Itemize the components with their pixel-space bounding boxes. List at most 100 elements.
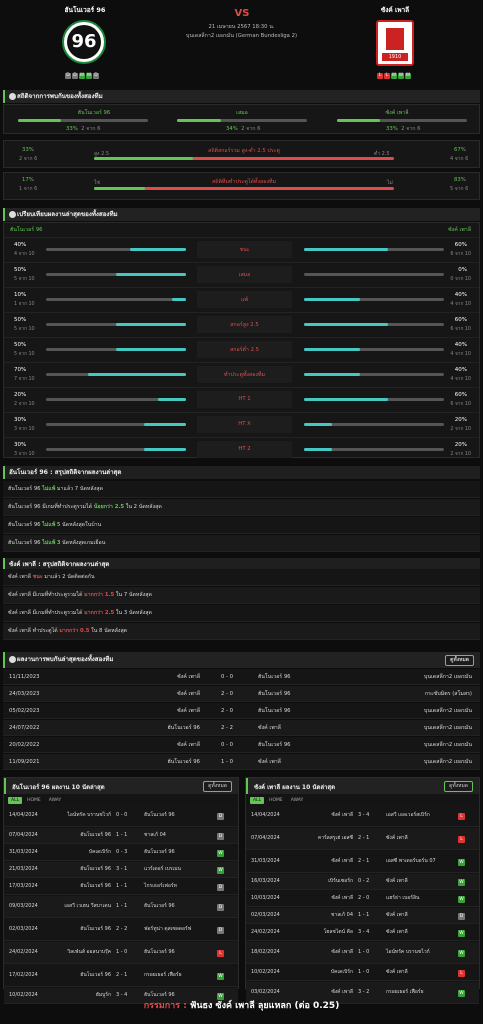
right-bar [304,398,444,401]
h2h-match-row[interactable]: 11/11/2023 ซังค์ เพาลี 0 - 0 ฮันโนเวอร์ 96 บ… [3,669,480,685]
football-icon [9,93,16,100]
left-fill [116,273,186,276]
match-datetime: 21 เมษายน 2567 18:30 น. [150,23,333,31]
match-date: 17/03/2024 [9,883,38,889]
last10-row[interactable]: 18/02/2024 ซังค์ เพาลี 1 - 0 ไอน์ทรัค บรานช… [246,942,479,964]
last10-row[interactable]: 21/03/2024 ฮันโนเวอร์ 96 3 - 1 แวร์เดอร์ เบ… [4,862,238,878]
match-date: 24/02/2024 [251,929,280,935]
last10-row[interactable]: 17/02/2024 ฮันโนเวอร์ 96 2 - 1 กรอยเธอร์ เฟ… [4,965,238,987]
left-count: 3 จาก 10 [14,425,35,433]
match-score: 0 - 0 [221,737,233,753]
match-date: 03/02/2024 [251,989,280,995]
match-score: 1 - 0 [358,969,369,975]
match-date: 24/07/2022 [9,720,40,736]
summary-text: ใน 3 นัดหลังสุด [116,610,152,616]
last10-row[interactable]: 02/03/2024 ฮันโนเวอร์ 96 2 - 2 ฟอร์ทูน่า ดุ… [4,919,238,941]
tab-away[interactable]: AWAY [46,797,65,804]
left-pct: 50% [14,342,26,348]
compare-label-box: เสมอ [197,266,292,283]
tab-away[interactable]: AWAY [288,797,307,804]
match-league[interactable]: บุนเดสลีกา2 เยอรมัน (German Bundesliga 2… [150,32,333,40]
tab-home[interactable]: HOME [266,797,286,804]
home-last10-view-all-button[interactable]: ดูทั้งหมด [203,781,232,792]
compare-label: ทำประตูทั้งสองทีม [197,371,292,379]
match-score: 1 - 1 [358,912,369,918]
last10-row[interactable]: 10/02/2024 บัคเดเบิร์ก 1 - 0 ซังค์ เพาลี L [246,965,479,981]
match-home: บัคเดเบิร์ก [296,969,353,975]
tab-all[interactable]: ALL [8,797,22,804]
tab-all[interactable]: ALL [250,797,264,804]
section-title: เปรียบเทียบผลงานล่าสุดของทั้งสองทีม [17,211,118,218]
last10-row[interactable]: 07/04/2024 ฮันโนเวอร์ 96 1 - 1 ชาลเก้ 04 D [4,828,238,844]
bt-left-label: ใช่ [94,179,100,187]
away-last10-view-all-button[interactable]: ดูทั้งหมด [444,781,473,792]
home-team-logo[interactable]: 96 [62,20,106,64]
last10-row[interactable]: 31/03/2024 บัคเดเบิร์ก 0 - 3 ฮันโนเวอร์ 96 W [4,845,238,861]
match-home: ซังค์ เพาลี [296,812,353,818]
summary-highlight: มากกว่า 1.5 [84,592,114,598]
count: 2 จาก 6 [241,126,260,132]
last10-row[interactable]: 24/02/2024 โฮลชไตน์ คีล 3 - 4 ซังค์ เพาลี W [246,925,479,941]
match-away: ฮันโนเวอร์ 96 [144,849,209,855]
match-home: ฮันโนเวอร์ 96 [167,754,200,770]
summary-highlight: ไม่แพ้ [42,540,55,546]
both-teams-score-panel: 17% 1 จาก 6 ใช่ สถิติทีมทำประตูได้ทั้งสอ… [3,172,480,200]
h2h-result-panel: ฮันโนเวอร์ 96 เสมอ ซังค์ เพาลี 33% 2 จาก… [3,104,480,134]
right-fill [304,323,388,326]
ou-left-count: 2 จาก 6 [19,155,37,163]
match-date: 10/03/2024 [251,895,280,901]
left-bar [46,298,186,301]
summary-text: 3 นัดหลังสุดเกมเยือน [57,540,105,546]
left-pct: 40% [14,242,26,248]
summary-highlight: มากกว่า 2.5 [84,610,114,616]
match-away: ไกรเธอร์เฟอร์ท [144,883,209,889]
compare-row: 10% 1 จาก 10 แพ้ 40% 4 จาก 10 [4,287,479,311]
last10-row[interactable]: 02/03/2024 ชาลเก้ 04 1 - 1 ซังค์ เพาลี D [246,908,479,924]
right-pct: 60% [455,392,467,398]
away-team-name[interactable]: ซังค์ เพาลี [350,5,440,15]
h2h-match-row[interactable]: 24/07/2022 ฮันโนเวอร์ 96 2 - 2 ซังค์ เพาลี บ… [3,720,480,736]
right-count: 4 จาก 10 [450,350,471,358]
result-badge: D [217,884,224,891]
summary-text: มาแล้ว 7 นัดหลังสุด [57,486,103,492]
result-badge: W [458,896,465,903]
last10-row[interactable]: 17/03/2024 ฮันโนเวอร์ 96 1 - 1 ไกรเธอร์เฟอร… [4,879,238,895]
h2h-match-row[interactable]: 24/03/2023 ซังค์ เพาลี 2 - 0 ฮันโนเวอร์ 96 ก… [3,686,480,702]
match-score: 3 - 2 [358,989,369,995]
left-fill [116,323,186,326]
h2h-match-row[interactable]: 20/02/2022 ซังค์ เพาลี 0 - 0 ฮันโนเวอร์ 96 บ… [3,737,480,753]
football-icon [9,656,16,663]
compare-row: 50% 5 จาก 10 สกอร์ต่ำ 2.5 40% 4 จาก 10 [4,337,479,361]
compare-row: 70% 7 จาก 10 ทำประตูทั้งสองทีม 40% 4 จาก 10 [4,362,479,386]
left-pct: 70% [14,367,26,373]
compare-label: แพ้ [197,296,292,304]
match-score: 1 - 1 [116,903,127,909]
match-home: ซังค์ เพาลี [177,669,200,685]
bt-right-pct: 83% [454,177,466,183]
last10-row[interactable]: 10/03/2024 ซังค์ เพาลี 2 - 0 แฮร์ธ่า เบอร์ล… [246,891,479,907]
home-last10-header: ฮันโนเวอร์ 96 ผลงาน 10 นัดล่าสุด ดูทั้งห… [4,778,238,794]
last10-row[interactable]: 24/02/2024 วิลเฟ่นส์ ออสนาบรุ๊ค 1 - 0 ฮันโน… [4,942,238,964]
home-team-name[interactable]: ฮันโนเวอร์ 96 [40,5,130,15]
compare-label: HT 2 [197,446,292,452]
match-date: 20/02/2022 [9,737,40,753]
h2h-view-all-button[interactable]: ดูทั้งหมด [445,655,474,666]
right-pct: 40% [455,367,467,373]
summary-line: ซังค์ เพาลี มีเกมที่ทำประตูรวมได้ มากกว่… [3,587,480,604]
match-league: บุนเดสลีกา2 เยอรมัน [424,737,472,753]
h2h-match-row[interactable]: 05/02/2023 ซังค์ เพาลี 2 - 0 ฮันโนเวอร์ 96 บ… [3,703,480,719]
compare-home-label: ฮันโนเวอร์ 96 [10,226,43,234]
last10-row[interactable]: 14/04/2024 ไอน์ทรัค บรานชไวก์ 0 - 0 ฮันโนเว… [4,805,238,827]
tab-home[interactable]: HOME [24,797,44,804]
last10-row[interactable]: 09/03/2024 เอสวี เวเฮน วีสบาเดน 1 - 1 ฮันโน… [4,896,238,918]
last10-row[interactable]: 16/03/2024 เบิร์นเซอร์ก 0 - 2 ซังค์ เพาลี W [246,874,479,890]
match-score: 3 - 4 [358,812,369,818]
result-badge: W [458,990,465,997]
match-home: ไอน์ทรัค บรานชไวก์ [54,812,111,818]
away-team-logo[interactable]: 1910 [376,20,414,66]
last10-row[interactable]: 14/04/2024 ซังค์ เพาลี 3 - 4 เอสวี เอลเวอร์… [246,805,479,827]
h2h-match-row[interactable]: 11/09/2021 ฮันโนเวอร์ 96 1 - 0 ซังค์ เพาลี บ… [3,754,480,770]
last10-row[interactable]: 31/03/2024 ซังค์ เพาลี 2 - 1 เอสซี พาเดอร์บ… [246,851,479,873]
last10-row[interactable]: 07/04/2024 คาร์ลสรูเฮ่ เอสซี 2 - 1 ซังค์ เพ… [246,828,479,850]
